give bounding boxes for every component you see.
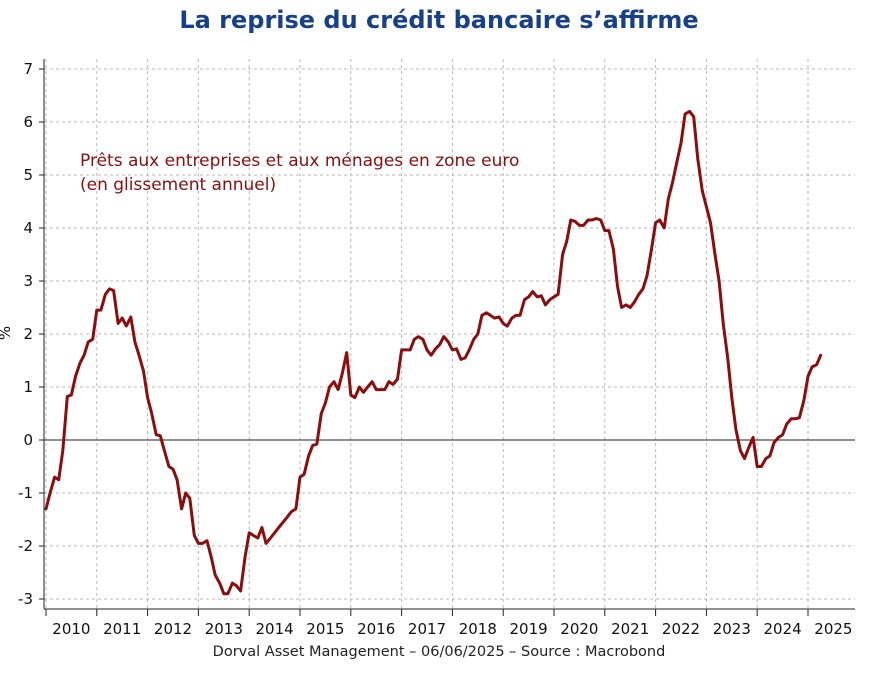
y-tick-label: -2 — [18, 537, 33, 555]
x-tick-label: 2021 — [611, 620, 649, 638]
x-tick-label: 2010 — [52, 620, 90, 638]
gridlines — [44, 59, 855, 609]
x-tick-label: 2011 — [103, 620, 141, 638]
y-tick-label: 6 — [23, 113, 33, 131]
y-axis-ticks: -3 -2 -1 0 1 2 3 4 5 6 7 — [18, 60, 44, 608]
y-tick-label: 7 — [23, 60, 33, 78]
x-tick-label: 2016 — [357, 620, 395, 638]
x-tick-label: 2014 — [256, 620, 294, 638]
chart-footer: Dorval Asset Management – 06/06/2025 – S… — [212, 644, 666, 660]
x-tick-label: 2018 — [459, 620, 497, 638]
y-tick-label: 5 — [23, 166, 33, 184]
chart-title: La reprise du crédit bancaire s’affirme — [179, 6, 699, 34]
y-tick-label: 4 — [23, 219, 33, 237]
x-tick-label: 2017 — [408, 620, 446, 638]
x-tick-label: 2024 — [764, 620, 802, 638]
y-tick-label: 0 — [23, 431, 33, 449]
x-tick-label: 2023 — [713, 620, 751, 638]
y-tick-label: 3 — [23, 272, 33, 290]
y-tick-label: 1 — [23, 378, 33, 396]
y-tick-label: -1 — [18, 484, 33, 502]
annotation-line: Prêts aux entreprises et aux ménages en … — [80, 151, 519, 171]
annotation-line: (en glissement annuel) — [80, 175, 276, 195]
x-tick-label: 2020 — [560, 620, 598, 638]
series-annotation: Prêts aux entreprises et aux ménages en … — [80, 151, 519, 195]
x-tick-label: 2019 — [510, 620, 548, 638]
x-tick-label: 2015 — [306, 620, 344, 638]
y-tick-label: 2 — [23, 325, 33, 343]
series-line-credit-growth — [44, 109, 823, 596]
y-tick-label: -3 — [18, 590, 33, 608]
x-axis-ticks: 2010 2011 2012 2013 2014 2015 2016 2017 2018 2019… — [45, 609, 852, 638]
x-tick-label: 2022 — [662, 620, 700, 638]
series-layer — [44, 109, 823, 596]
y-axis-unit-label: % — [0, 326, 14, 340]
x-tick-label: 2025 — [814, 620, 852, 638]
x-tick-label: 2012 — [154, 620, 192, 638]
y-axis-label: % — [0, 326, 14, 340]
x-tick-label: 2013 — [205, 620, 243, 638]
